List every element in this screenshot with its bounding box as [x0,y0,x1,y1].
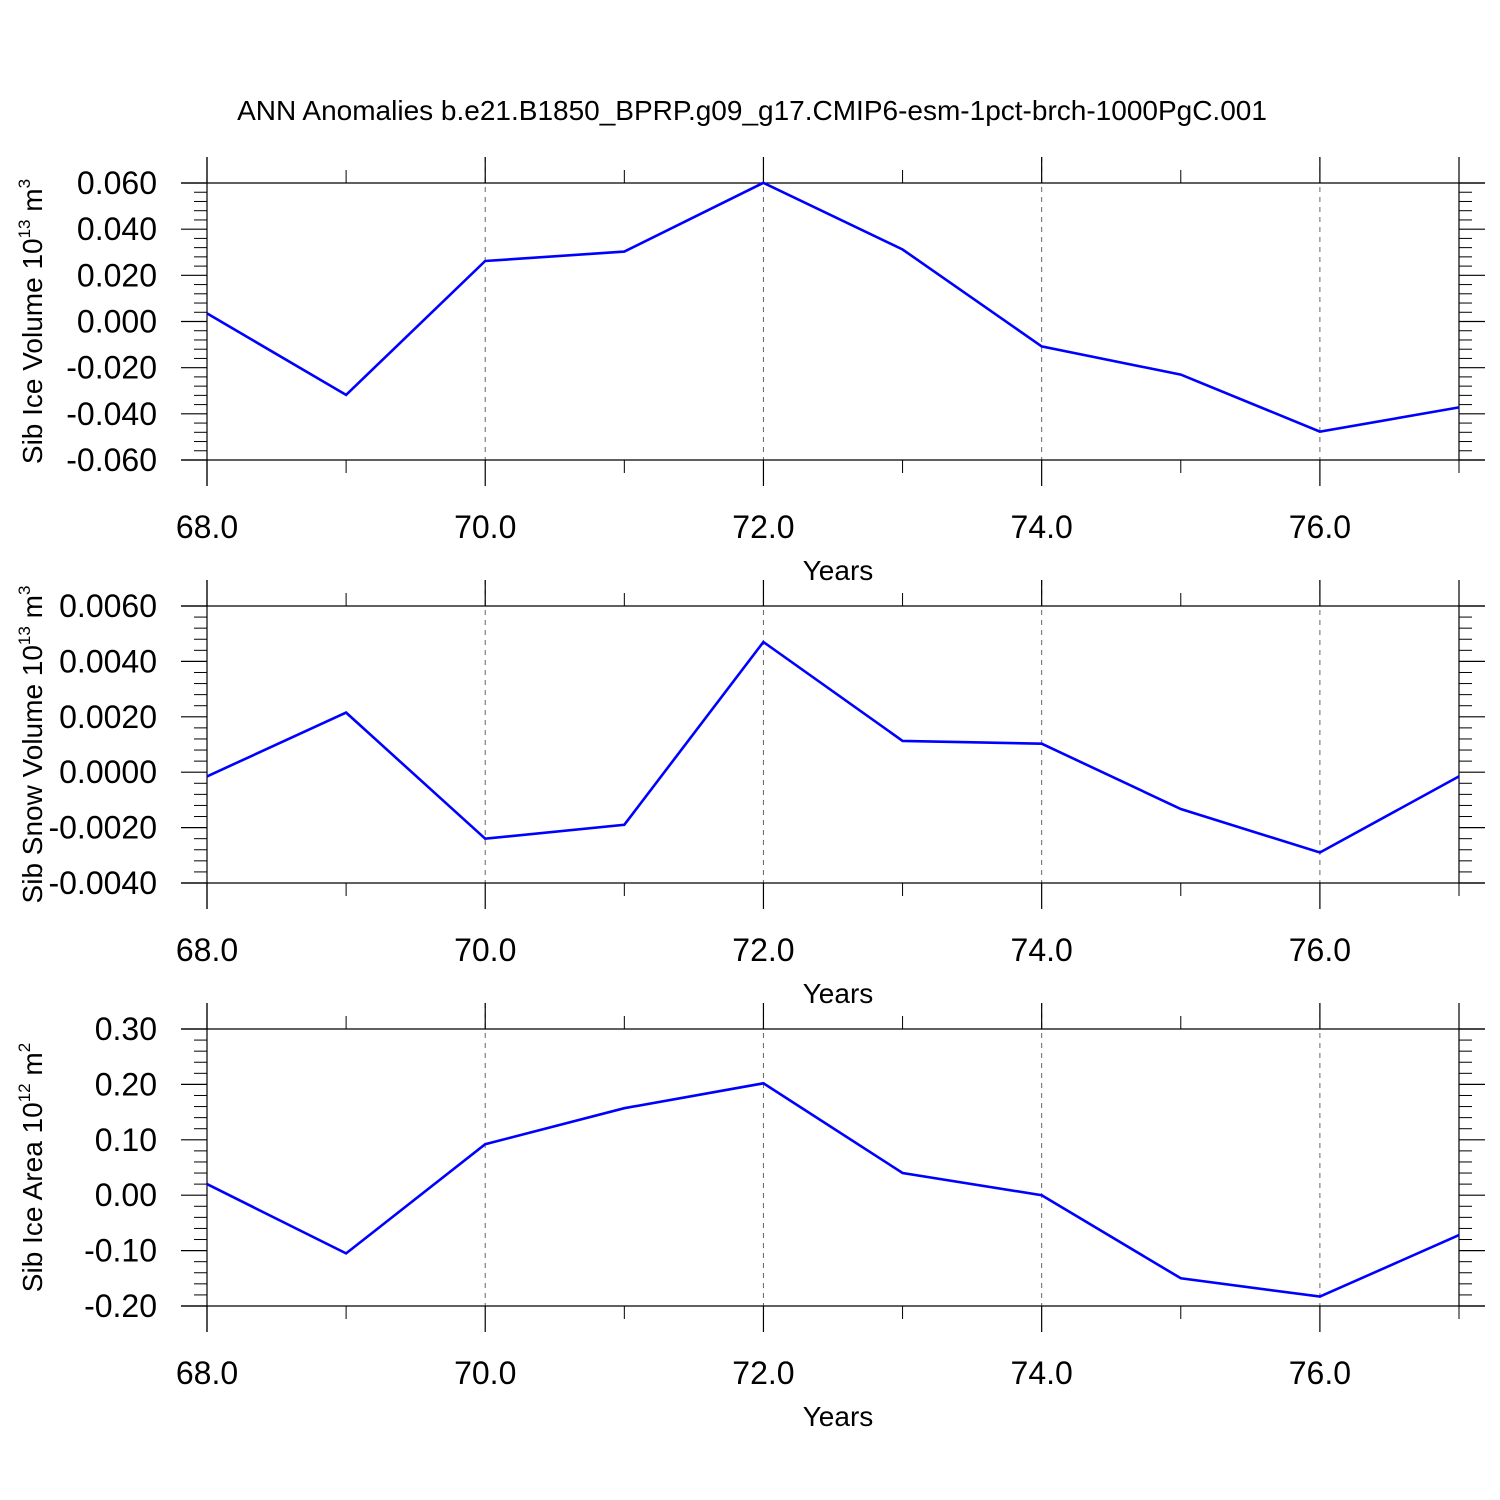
y-tick-label: 0.0020 [59,699,157,735]
x-tick-label: 68.0 [176,509,238,545]
y-axis-title: Sib Ice Volume 1013 m3 [15,179,48,464]
series-line [206,1081,1460,1298]
series-line [206,640,1460,854]
panels: -0.060 -0.040 -0.020 0.000 0.020 0.040 0.060 68… [15,157,1485,1432]
x-tick-label: 70.0 [454,932,516,968]
x-tick-label: 70.0 [454,1355,516,1391]
y-tick-label: 0.020 [77,257,157,293]
x-axis-title: Years [803,1401,874,1432]
x-tick-label: 70.0 [454,509,516,545]
x-tick-label: 76.0 [1289,1355,1351,1391]
x-tick-label: 68.0 [176,932,238,968]
x-tick-label: 72.0 [732,932,794,968]
x-axis-title: Years [803,555,874,586]
y-tick-label: 0.10 [95,1122,157,1158]
series-line [206,181,1460,433]
y-tick-label: 0.0040 [59,643,157,679]
x-tick-label: 68.0 [176,1355,238,1391]
x-tick-label: 76.0 [1289,509,1351,545]
y-tick-label: 0.20 [95,1066,157,1102]
y-tick-label: 0.060 [77,165,157,201]
y-tick-label: 0.0000 [59,754,157,790]
x-tick-label: 74.0 [1011,509,1073,545]
y-tick-label: 0.040 [77,211,157,247]
chart-title: ANN Anomalies b.e21.B1850_BPRP.g09_g17.C… [237,95,1267,126]
y-tick-label: 0.00 [95,1177,157,1213]
x-tick-label: 74.0 [1011,1355,1073,1391]
x-tick-label: 72.0 [732,1355,794,1391]
x-tick-label: 72.0 [732,509,794,545]
y-tick-label: 0.000 [77,304,157,340]
y-tick-label: 0.0060 [59,588,157,624]
y-tick-label: -0.060 [66,442,157,478]
y-axis-title: Sib Ice Area 1012 m2 [15,1043,48,1292]
y-tick-label: -0.20 [84,1288,157,1324]
panel-3: -0.20 -0.10 0.00 0.10 0.20 0.30 68.0 70.0 72.0 74… [15,1003,1485,1432]
y-tick-label: -0.0020 [48,810,157,846]
y-tick-label: -0.0040 [48,865,157,901]
panel-2: -0.0040 -0.0020 0.0000 0.0020 0.0040 0.0060 68… [15,580,1485,1009]
x-tick-label: 74.0 [1011,932,1073,968]
y-tick-label: -0.040 [66,396,157,432]
y-axis-title: Sib Snow Volume 1013 m3 [15,586,48,904]
panel-1: -0.060 -0.040 -0.020 0.000 0.020 0.040 0.060 68… [15,157,1485,586]
y-tick-label: -0.10 [84,1233,157,1269]
x-axis-title: Years [803,978,874,1009]
y-tick-label: 0.30 [95,1011,157,1047]
x-tick-label: 76.0 [1289,932,1351,968]
y-tick-label: -0.020 [66,350,157,386]
